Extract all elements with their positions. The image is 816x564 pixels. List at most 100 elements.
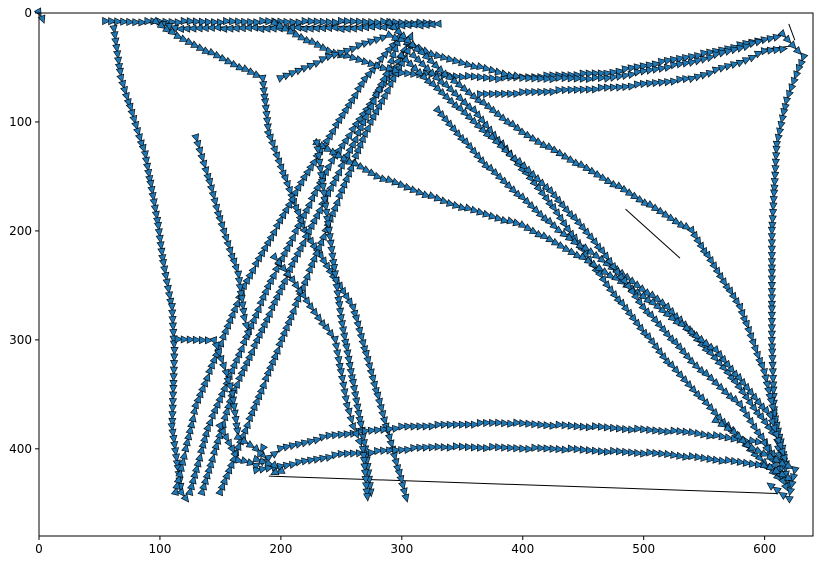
track-22-marker [579,85,589,94]
track-1-marker [259,16,268,26]
track-5-marker [304,225,312,236]
track-6-marker [383,85,391,95]
track-22-marker [531,88,541,97]
track-4-marker [173,474,182,484]
track-7-marker [482,73,492,82]
track-20-marker [330,335,339,345]
track-4-marker [202,372,211,383]
track-20-marker [302,296,311,306]
track-14-marker [323,220,332,230]
track-7-marker [767,269,776,278]
track-15-marker [549,421,559,430]
track-3-marker [234,348,243,359]
track-8-marker [470,61,480,70]
track-13-marker [528,169,538,179]
track-6-marker [319,231,327,241]
track-11-marker [570,237,580,246]
track-22-marker [735,59,746,68]
track-2-marker [157,247,166,257]
track-16-marker [301,457,311,466]
track-11-marker [564,233,575,242]
track-10-marker [684,380,693,390]
track-5-marker [272,291,281,301]
track-9-marker [512,123,523,132]
track-19-marker [210,197,219,207]
track-7-marker [776,127,785,137]
track-8-marker [561,73,571,83]
track-5-marker [197,486,206,497]
track-18-marker [269,460,279,470]
track-1-marker [368,374,377,384]
track-1-marker [151,16,161,25]
track-9-marker [661,210,671,219]
track-22-marker [772,46,782,55]
track-10-marker [621,303,630,313]
track-9-marker [761,374,770,384]
track-2-marker [111,37,120,47]
track-4-marker [306,162,315,172]
track-9-marker [459,84,469,93]
track-16-marker [440,443,450,452]
track-1-marker [237,24,246,33]
track-2-marker [160,265,169,275]
track-22-marker [597,83,607,92]
track-9-marker [478,97,489,107]
track-15-marker [664,427,674,436]
track-7-marker [767,233,776,242]
track-15-marker [543,421,553,430]
track-13-marker [432,83,442,93]
track-12-marker [433,193,443,202]
track-5-marker [348,139,356,149]
track-3-marker [277,253,285,263]
track-19-marker [217,221,226,231]
track-11-marker [586,247,596,256]
track-16-marker [585,446,595,455]
track-7-marker [795,63,804,74]
x-axis: 0 100 200 300 400 500 600 [35,536,776,556]
track-9-marker [403,35,413,45]
track-22-marker [639,80,649,89]
track-7-marker [767,305,776,315]
track-1-marker [218,53,228,62]
track-16-marker [495,443,504,452]
track-4-marker [263,237,272,247]
track-15-marker [615,424,625,433]
track-13-marker [616,272,625,282]
track-9-marker [587,166,598,175]
track-10-marker [651,342,660,352]
track-10-marker [617,298,626,308]
track-13-marker [455,103,465,113]
track-5-marker [337,160,345,170]
track-18-marker [276,466,286,474]
track-13-marker [725,391,735,401]
track-4-marker [341,104,350,115]
track-8-marker [458,58,468,67]
track-4-marker [353,83,362,94]
track-1-marker [348,24,357,33]
track-22-marker [645,79,655,88]
track-16-marker [676,451,686,460]
track-15-marker [579,422,589,431]
track-10-marker [533,183,543,193]
track-22-marker [766,46,776,55]
track-10-marker [427,68,437,78]
track-15-marker [379,425,389,434]
track-6-marker [224,465,233,475]
track-15-marker [404,422,414,431]
track-22-marker [717,64,728,73]
track-19-marker [191,133,200,143]
track-8-marker [615,72,625,81]
track-21-marker [791,466,800,476]
track-8-marker [367,38,377,47]
track-20-marker [283,269,292,279]
track-2-marker [167,303,176,312]
track-3-marker [266,275,274,286]
track-20-marker [295,286,304,296]
track-11-marker [580,243,591,252]
track-1-marker [263,117,272,127]
track-1-marker [386,439,395,449]
track-13-marker [756,432,766,442]
track-22-marker [676,75,686,84]
track-22-marker [658,78,667,87]
track-3-marker [251,309,260,319]
